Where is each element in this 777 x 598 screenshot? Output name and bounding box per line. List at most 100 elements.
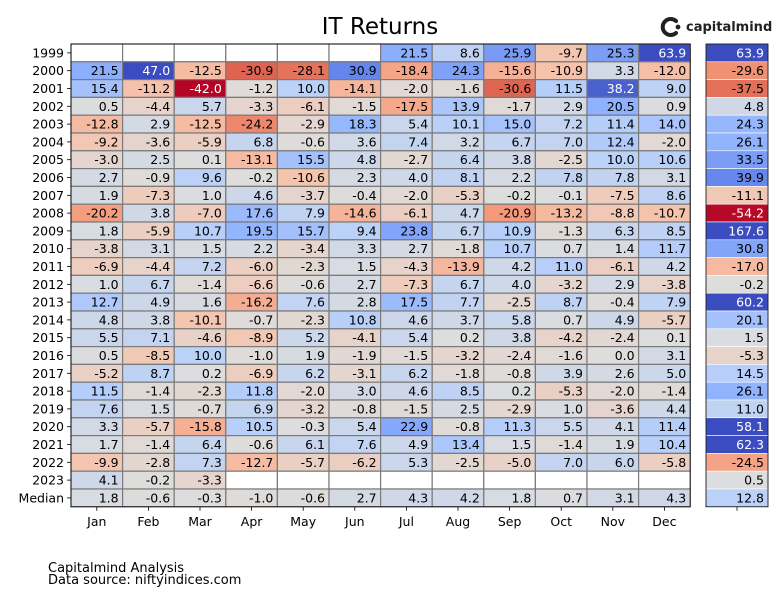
cell-value-label: -5.7 [301,455,325,470]
cell-value-label: -1.2 [249,81,273,96]
cell-value-label: 8.7 [563,295,583,310]
cell-value-label: -0.4 [610,295,634,310]
cell-value-label: -4.6 [197,330,221,345]
cell-value-label: 9.4 [357,223,377,238]
cell-value-label: 2.8 [357,295,377,310]
cell-value-label: 21.5 [91,63,119,78]
cell-value-label: -10.1 [189,312,221,327]
cell-value-label: -7.5 [610,188,634,203]
row-label: 2012 [32,277,64,292]
cell-value-label: -1.0 [249,490,273,505]
cell-value-label: -1.6 [455,81,479,96]
cell-value-label: -1.3 [559,223,583,238]
column-label: Jan [86,514,106,529]
cell-value-label: 1.4 [615,241,635,256]
cell-value-label: -0.2 [249,170,273,185]
cell-value-label: 10.9 [504,223,532,238]
cell-value-label: 3.1 [150,241,170,256]
cell-value-label: -8.9 [249,330,273,345]
heatmap-cell [225,43,279,63]
cell-value-label: -30.6 [499,81,531,96]
cell-value-label: 4.1 [99,473,119,488]
cell-value-label: -8.8 [610,206,634,221]
cell-value-label: 3.3 [357,241,377,256]
cell-value-label: 0.9 [666,99,686,114]
cell-value-label: -16.2 [241,295,273,310]
cell-value-label: 2.5 [460,401,480,416]
cell-value-label: -7.3 [146,188,170,203]
cell-value-label: 0.2 [512,384,532,399]
cell-value-label: 6.7 [460,277,480,292]
column-label: Oct [550,514,572,529]
cell-value-label: 6.7 [150,277,170,292]
cell-value-label: -1.6 [559,348,583,363]
row-label: Median [19,490,64,505]
cell-value-label: -2.0 [610,384,634,399]
cell-value-label: 5.4 [408,330,428,345]
yearly-value-label: 12.8 [736,490,764,505]
cell-value-label: 1.5 [202,241,222,256]
yearly-value-label: 1.5 [744,330,764,345]
cell-value-label: -4.1 [352,330,376,345]
cell-value-label: -2.0 [662,134,686,149]
cell-value-label: -2.5 [455,455,479,470]
cell-value-label: 1.6 [202,295,222,310]
row-label: 2014 [32,312,64,327]
cell-value-label: -28.1 [293,63,325,78]
cell-value-label: 0.2 [202,366,222,381]
row-label: 2020 [32,419,64,434]
cell-value-label: 13.9 [452,99,480,114]
cell-value-label: -9.7 [559,45,583,60]
cell-value-label: -1.8 [455,241,479,256]
cell-value-label: -12.0 [654,63,686,78]
cell-value-label: 7.9 [666,295,686,310]
row-label: 2000 [32,63,64,78]
cell-value-label: -2.3 [197,384,221,399]
cell-value-label: 9.6 [202,170,222,185]
heatmap-cell [276,43,330,63]
cell-value-label: 5.8 [512,312,532,327]
cell-value-label: 8.5 [666,223,686,238]
cell-value-label: -0.3 [197,490,221,505]
cell-value-label: 1.0 [563,401,583,416]
cell-value-label: -1.0 [249,348,273,363]
cell-value-label: 2.2 [254,241,274,256]
cell-value-label: 3.7 [460,312,480,327]
cell-value-label: -2.3 [301,259,325,274]
heatmap-cell [328,43,382,63]
cell-value-label: 2.6 [615,366,635,381]
cell-value-label: -7.0 [197,206,221,221]
cell-value-label: -2.0 [301,384,325,399]
cell-value-label: 5.7 [202,99,222,114]
cell-value-label: 0.1 [666,330,686,345]
cell-value-label: -0.2 [507,188,531,203]
cell-value-label: 3.6 [357,134,377,149]
cell-value-label: 18.3 [349,117,377,132]
cell-value-label: -0.3 [301,419,325,434]
yearly-value-label: 60.2 [736,295,764,310]
heatmap-cell [380,470,433,490]
yearly-value-label: 39.9 [736,170,764,185]
column-label: Apr [241,514,263,529]
cell-value-label: -3.4 [301,241,325,256]
cell-value-label: -3.6 [610,401,634,416]
cell-value-label: 10.7 [194,223,222,238]
column-label: Sep [498,514,522,529]
cell-value-label: -12.8 [86,117,118,132]
cell-value-label: -6.9 [249,366,273,381]
heatmap-cell [483,470,536,490]
cell-value-label: -1.4 [662,384,686,399]
cell-value-label: 5.5 [563,419,583,434]
cell-value-label: -0.2 [146,473,170,488]
cell-value-label: 3.1 [666,170,686,185]
yearly-value-label: 30.8 [736,241,764,256]
cell-value-label: 11.0 [555,259,583,274]
cell-value-label: 11.8 [246,384,274,399]
row-label: 2009 [32,223,64,238]
cell-value-label: -6.2 [352,455,376,470]
yearly-value-label: 33.5 [736,152,764,167]
cell-value-label: 7.2 [202,259,222,274]
cell-value-label: 8.6 [460,45,480,60]
cell-value-label: 5.0 [666,366,686,381]
cell-value-label: -3.2 [301,401,325,416]
